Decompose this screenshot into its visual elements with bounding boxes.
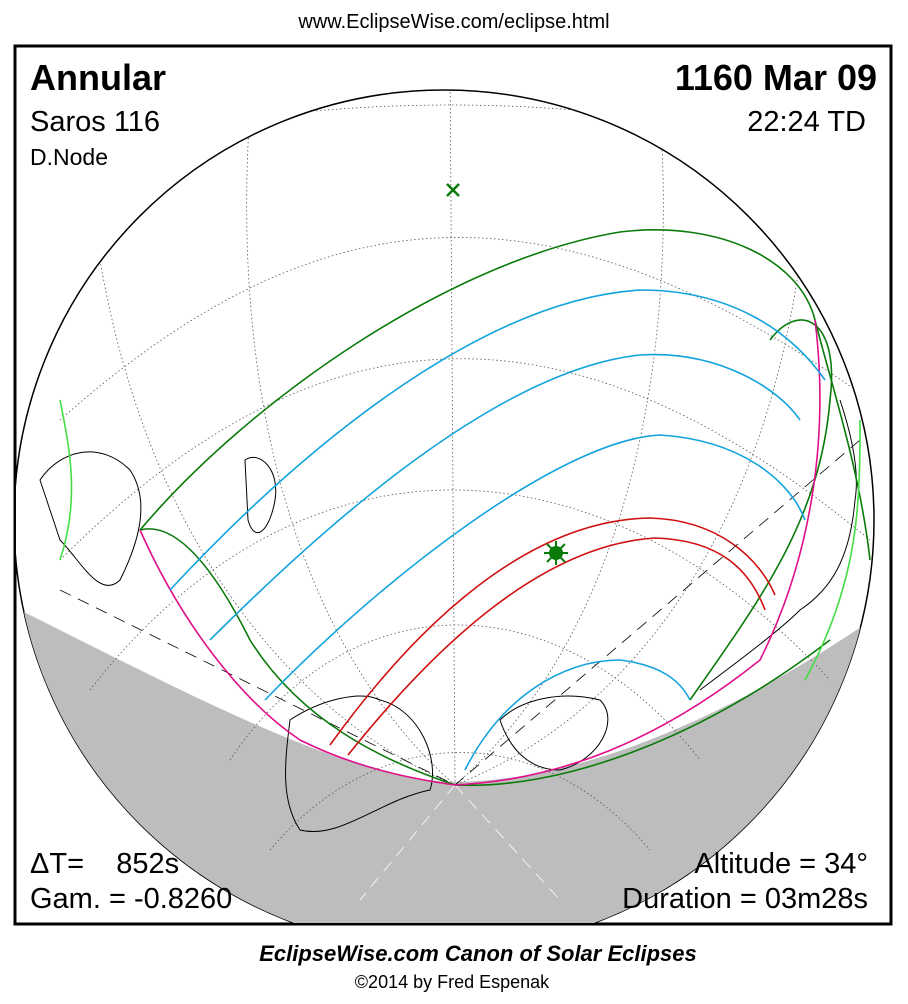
- eclipse-paths: [59, 229, 871, 787]
- coastlines: [39, 399, 857, 832]
- gamma: Gam. = -0.8260: [30, 883, 232, 915]
- node: D.Node: [30, 144, 108, 170]
- date: 1160 Mar 09: [675, 57, 877, 98]
- sub-solar-marker: [446, 183, 460, 197]
- altitude: Altitude = 34°: [694, 848, 868, 880]
- footer-title: EclipseWise.com Canon of Solar Eclipses: [259, 941, 697, 966]
- delta-t: ΔT= 852s: [30, 848, 179, 880]
- time: 22:24 TD: [747, 106, 866, 138]
- greatest-eclipse-marker: [544, 541, 568, 565]
- duration: Duration = 03m28s: [622, 883, 868, 915]
- saros: Saros 116: [30, 106, 160, 138]
- copyright: ©2014 by Fred Espenak: [355, 972, 550, 992]
- url: www.EclipseWise.com/eclipse.html: [297, 11, 609, 33]
- eclipse-type: Annular: [30, 57, 166, 98]
